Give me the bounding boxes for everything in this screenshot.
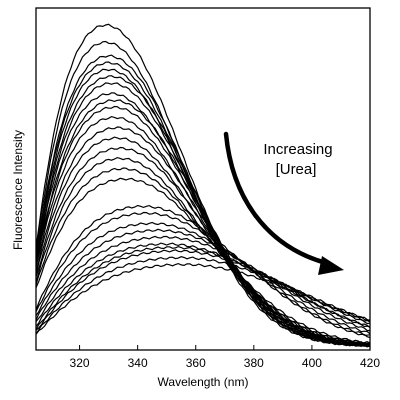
annotation-line-2: [Urea] <box>276 161 317 178</box>
spectrum-line <box>35 242 371 329</box>
spectrum-line <box>35 228 371 332</box>
spectrum-line <box>35 23 371 348</box>
x-tick-label: 420 <box>360 356 380 370</box>
annotation-line-1: Increasing <box>263 141 332 158</box>
spectrum-line <box>35 262 371 335</box>
x-axis-title: Wavelength (nm) <box>158 375 249 389</box>
y-axis-title: Fluorescence Intensity <box>11 130 25 250</box>
x-tick-label: 400 <box>302 356 322 370</box>
annotation: Increasing [Urea] <box>223 131 344 275</box>
spectrum-line <box>35 256 371 335</box>
arrowhead-icon <box>318 256 344 275</box>
plot-frame <box>35 7 371 351</box>
spectrum-line <box>35 221 371 335</box>
x-tick-label: 380 <box>244 356 264 370</box>
spectrum-line <box>35 204 371 339</box>
x-tick-label: 340 <box>128 356 148 370</box>
spectrum-line <box>35 61 371 348</box>
spectrum-line <box>35 105 371 347</box>
spectrum-line <box>35 211 371 336</box>
x-axis-ticks: 320 340 360 380 400 420 <box>70 345 380 370</box>
x-tick-label: 360 <box>186 356 206 370</box>
spectrum-line <box>35 167 371 345</box>
plot-area <box>35 23 371 348</box>
x-tick-label: 320 <box>70 356 90 370</box>
spectrum-line <box>35 235 371 328</box>
increasing-urea-arrow <box>223 131 329 266</box>
